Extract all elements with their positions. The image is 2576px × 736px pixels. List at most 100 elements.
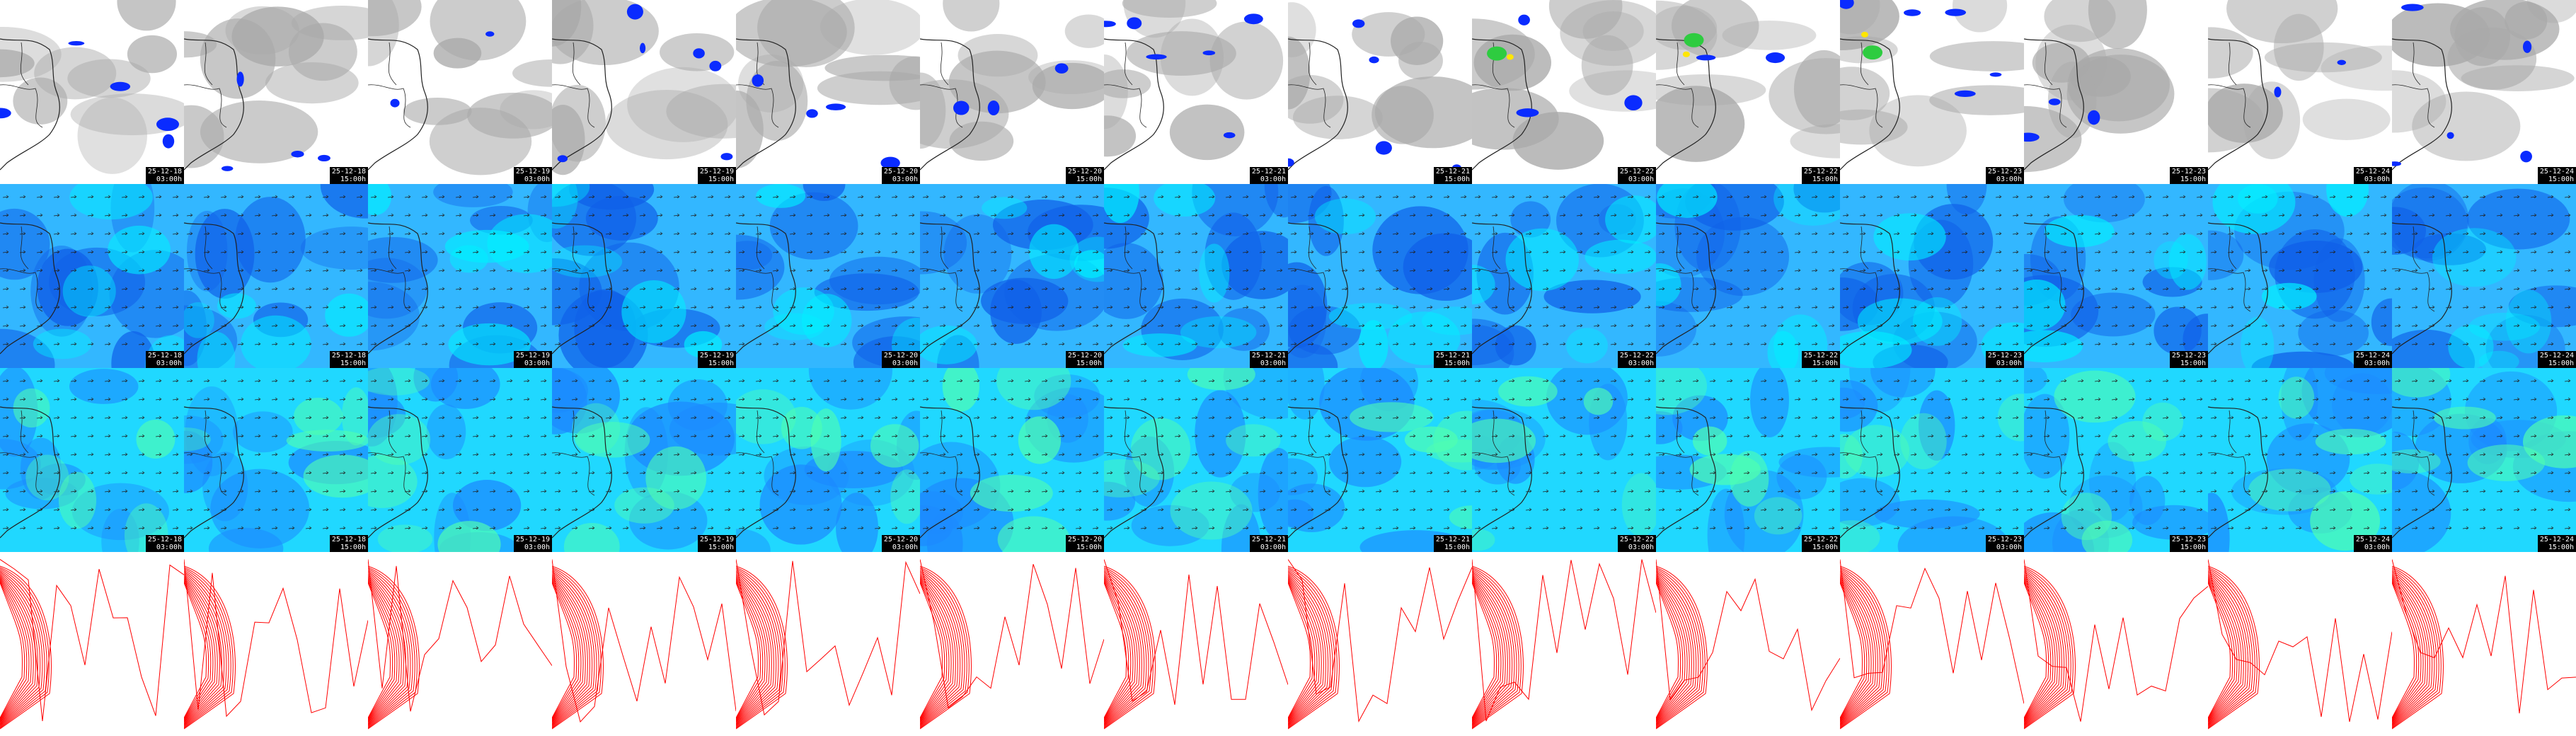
map-canvas (1104, 0, 1288, 184)
cloud-cover (1869, 95, 1967, 167)
wind-arrow (2564, 213, 2571, 217)
wind-arrow (973, 471, 980, 475)
map-canvas (920, 368, 1104, 552)
timestamp-label: 25-12-24 03:00h (2353, 351, 2392, 368)
wind-arrow (339, 379, 346, 383)
wind-speed-patch (1505, 228, 1579, 292)
timestamp-date: 25-12-22 (1619, 536, 1654, 544)
wind-arrow (1995, 471, 2002, 475)
wind-speed-patch (202, 452, 248, 522)
wind-arrow (2380, 250, 2387, 254)
wind-arrow (1392, 397, 1399, 401)
state-border (1656, 410, 1699, 496)
wind-arrow (755, 379, 762, 383)
wind-arrow (1375, 231, 1382, 236)
wind-arrow (1474, 231, 1481, 236)
wind-arrow (673, 213, 680, 217)
wind-arrow (690, 471, 697, 475)
wind-arrow (1675, 195, 1682, 199)
wind-arrow (1075, 231, 1082, 236)
wind-arrow (138, 268, 145, 272)
wind-arrow (472, 323, 479, 328)
wind-arrow (1542, 323, 1549, 328)
wind-arrow (1593, 195, 1600, 199)
wind-speed-patch (1840, 379, 1878, 432)
wind-arrow (1426, 250, 1433, 254)
wind-arrow (1375, 305, 1382, 309)
precipitation-cell (2024, 132, 2040, 142)
timestamp-date: 25-12-22 (1803, 168, 1838, 176)
wind-arrow (908, 213, 915, 217)
timestamp-label: 25-12-23 03:00h (1985, 535, 2024, 552)
wind-arrow (2043, 434, 2050, 438)
wind-arrow (1307, 526, 1314, 530)
wind-arrow (2380, 415, 2387, 420)
wind-arrow (2, 434, 9, 438)
wind-arrow (1978, 415, 1985, 420)
isobar (1840, 572, 1881, 725)
wind-arrow (1375, 379, 1382, 383)
wind-speed-patch (2024, 512, 2095, 552)
wind-arrow (2530, 231, 2537, 236)
wind-arrow (1341, 323, 1348, 328)
wind-arrow (2012, 231, 2019, 236)
wind-arrow (1508, 471, 1515, 475)
wind-arrow (288, 397, 295, 401)
wind-arrow (1658, 323, 1665, 328)
wind-arrow (2547, 268, 2554, 272)
wind-arrow (1157, 287, 1164, 291)
wind-arrow (1174, 379, 1181, 383)
wind-arrow (1559, 397, 1566, 401)
wind-arrow (1460, 397, 1467, 401)
wind-arrow (271, 526, 278, 530)
wind-arrow (1576, 305, 1583, 309)
wind-speed-patch (30, 245, 93, 337)
wind-arrow (1876, 434, 1883, 438)
wind-arrow (2227, 452, 2234, 456)
wind-arrow (571, 452, 578, 456)
wind-arrow (2346, 213, 2353, 217)
cloud-cover (627, 67, 736, 142)
wind-arrow (155, 287, 162, 291)
wind-arrow (1259, 287, 1266, 291)
wind-arrow (2363, 323, 2370, 328)
wind-arrow (2026, 379, 2033, 383)
wind-arrow (1007, 305, 1014, 309)
wind-arrow (155, 471, 162, 475)
wind-arrow (1058, 342, 1065, 346)
wind-arrow (489, 452, 496, 456)
wind-arrow (472, 213, 479, 217)
wind-arrow (1995, 342, 2002, 346)
cloud-cover (1209, 21, 1284, 100)
wind-arrow (605, 415, 612, 420)
wind-arrow (2530, 323, 2537, 328)
wind-arrow (1910, 415, 1917, 420)
wind-arrow (1627, 489, 1634, 493)
wind-arrow (1324, 397, 1331, 401)
wind-speed-patch (2468, 312, 2541, 341)
wind-arrow (1491, 342, 1498, 346)
wind-arrow (2278, 305, 2285, 309)
wind-arrow (138, 379, 145, 383)
wind-speed-patch (136, 419, 176, 459)
wind-speed-patch (736, 389, 796, 444)
wind-arrow (973, 452, 980, 456)
map-panel-wind-upper-level: 25-12-21 15:00h (1288, 368, 1472, 552)
wind-arrow (370, 397, 377, 401)
isobar (1840, 578, 1870, 721)
wind-speed-patch (1104, 184, 1139, 224)
wind-arrow (956, 471, 963, 475)
wind-arrow (155, 526, 162, 530)
wind-arrow (656, 379, 663, 383)
wind-arrow (1927, 250, 1934, 254)
wind-arrow (1559, 379, 1566, 383)
wind-arrow (1978, 231, 1985, 236)
wind-arrow (2363, 471, 2370, 475)
isobar (1288, 581, 1313, 719)
wind-arrow (2043, 213, 2050, 217)
wind-arrow (622, 231, 629, 236)
wind-arrow (2530, 250, 2537, 254)
wind-arrow (438, 342, 445, 346)
wind-arrow (2380, 379, 2387, 383)
wind-arrow (1777, 287, 1784, 291)
